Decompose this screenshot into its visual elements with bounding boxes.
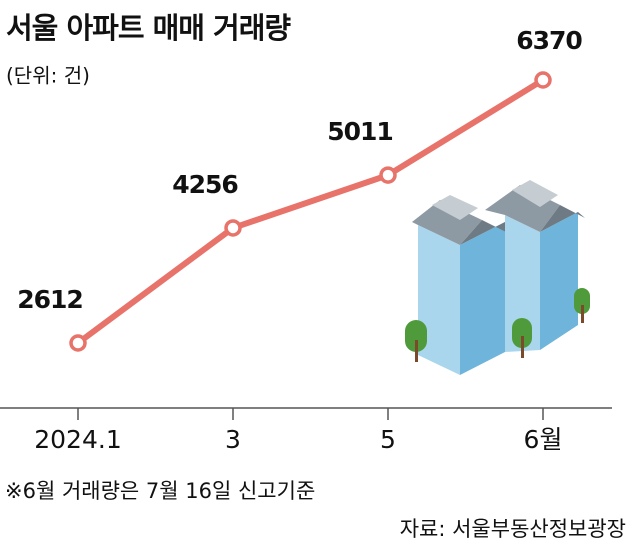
x-tick-label: 3 xyxy=(225,425,241,454)
note: ※6월 거래량은 7월 16일 신고기준 xyxy=(5,479,315,503)
point-marker xyxy=(379,166,397,184)
point-marker xyxy=(69,334,87,352)
value-label: 5011 xyxy=(327,117,393,146)
value-label: 2612 xyxy=(17,285,83,314)
value-label: 6370 xyxy=(516,26,582,55)
chart-subtitle: (단위: 건) xyxy=(6,64,90,88)
point-marker xyxy=(534,71,552,89)
building-illustration xyxy=(405,180,590,375)
x-tick-label: 2024.1 xyxy=(34,425,121,454)
point-marker xyxy=(224,219,242,237)
x-tick-label: 6월 xyxy=(524,425,563,454)
value-label: 4256 xyxy=(172,170,238,199)
chart-title: 서울 아파트 매매 거래량 xyxy=(6,11,291,45)
source: 자료: 서울부동산정보광장 xyxy=(400,517,626,541)
x-tick-label: 5 xyxy=(380,425,396,454)
line xyxy=(76,77,545,346)
